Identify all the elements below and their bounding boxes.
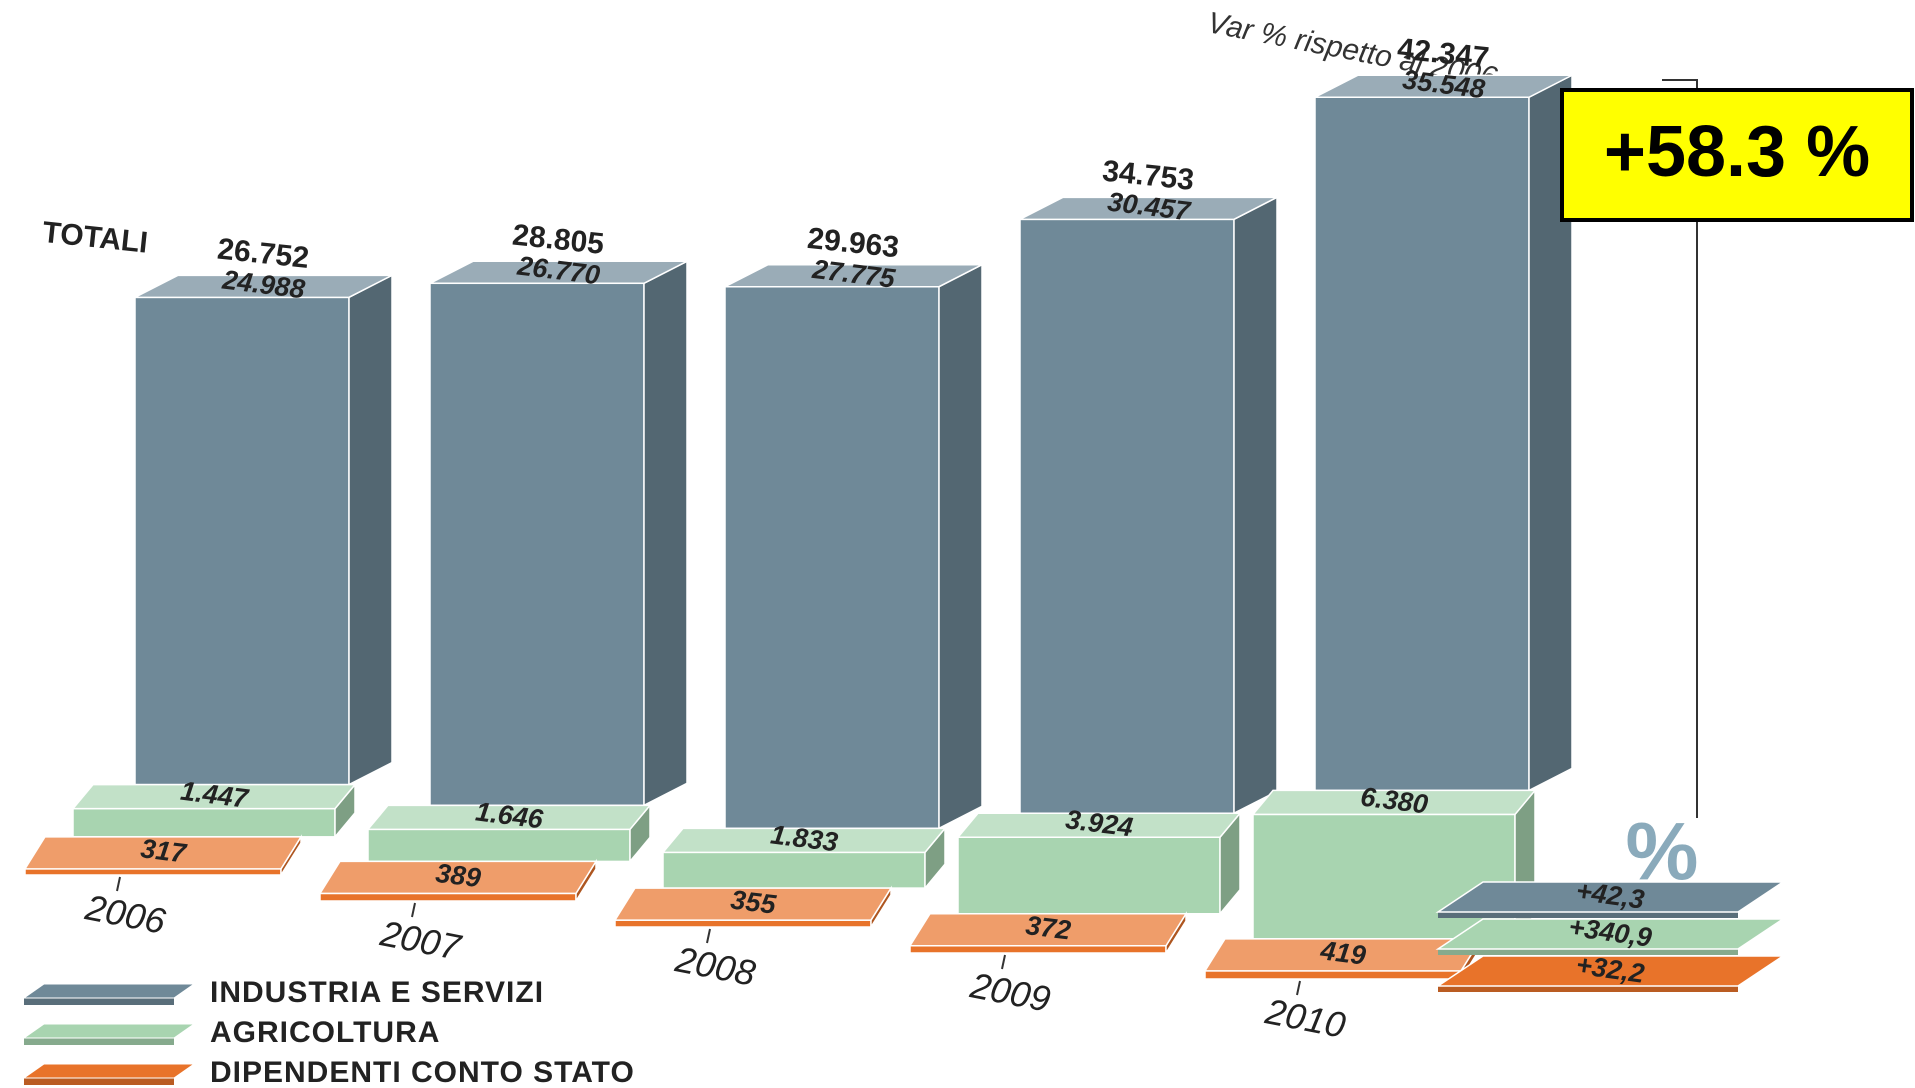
industria-bar-top xyxy=(724,263,983,288)
industria-bar-top xyxy=(134,274,393,299)
agricoltura-bar-front xyxy=(1252,813,1516,940)
year-tick xyxy=(1001,954,1006,970)
change-slab-front xyxy=(1438,949,1738,955)
value-label: 389 xyxy=(434,858,482,893)
industria-bar-side xyxy=(1233,196,1278,815)
change-slab xyxy=(1435,881,1786,913)
value-label: 317 xyxy=(139,833,189,869)
year-tick xyxy=(411,902,416,918)
year-tick xyxy=(116,876,121,892)
change-slab-front xyxy=(1438,912,1738,918)
highlight-box xyxy=(1560,88,1914,222)
agricoltura-bar-front xyxy=(957,836,1221,915)
change-slab xyxy=(1435,955,1786,987)
agricoltura-bar-top xyxy=(366,804,652,831)
change-slab xyxy=(1435,918,1786,950)
agricoltura-bar-front xyxy=(662,851,926,889)
totals-label: TOTALI xyxy=(41,216,149,260)
industria-bar-top xyxy=(429,260,688,285)
highlight-label: +58.3 % xyxy=(1604,112,1870,192)
legend-swatch xyxy=(22,983,196,999)
change-bracket xyxy=(1662,79,1698,818)
change-slab-front xyxy=(1438,986,1738,992)
legend-label: DIPENDENTI CONTO STATO xyxy=(210,1056,635,1088)
x-tick-label: 2010 xyxy=(1261,990,1348,1046)
industria-bar-side xyxy=(348,274,393,786)
legend-label: AGRICOLTURA xyxy=(210,1016,440,1049)
value-label: 372 xyxy=(1024,910,1072,945)
industria-bar-top xyxy=(1019,196,1278,221)
dipendenti-bar-top xyxy=(23,836,303,870)
dipendenti-bar-front xyxy=(909,944,1167,954)
dipendenti-bar-front xyxy=(1204,970,1462,980)
industria-bar-front xyxy=(134,296,350,786)
legend-swatch-front xyxy=(24,1078,174,1085)
year-tick xyxy=(706,928,711,944)
legend-swatch xyxy=(22,1023,196,1039)
legend-swatch xyxy=(22,1063,196,1079)
industria-bar-side xyxy=(643,260,688,807)
x-tick-label: 2009 xyxy=(966,964,1053,1020)
dipendenti-bar-front xyxy=(614,919,872,928)
agricoltura-bar-top xyxy=(661,827,947,854)
industria-bar-front xyxy=(429,282,645,807)
industria-bar-top xyxy=(1314,74,1573,98)
agricoltura-bar-front xyxy=(72,807,336,838)
x-tick-label: 2008 xyxy=(671,938,758,994)
year-tick xyxy=(1296,980,1301,996)
industria-bar-front xyxy=(1314,96,1530,792)
value-label: 355 xyxy=(729,885,778,920)
agricoltura-bar-front xyxy=(367,828,631,863)
value-label: 419 xyxy=(1318,935,1367,970)
dipendenti-bar-top xyxy=(318,860,598,895)
dipendenti-bar-front xyxy=(319,892,577,902)
legend-label: INDUSTRIA E SERVIZI xyxy=(210,976,544,1009)
x-tick-label: 2006 xyxy=(81,886,169,942)
agricoltura-bar-top xyxy=(956,812,1242,838)
dipendenti-bar-top xyxy=(908,912,1188,947)
industria-bar-front xyxy=(1019,218,1235,814)
industria-bar-side xyxy=(938,263,983,830)
agricoltura-bar-top xyxy=(1251,789,1537,816)
dipendenti-bar-top xyxy=(613,887,893,921)
x-tick-label: 2007 xyxy=(376,912,465,968)
industria-bar-front xyxy=(724,285,940,830)
legend-swatch-front xyxy=(24,998,174,1005)
legend-swatch-front xyxy=(24,1038,174,1045)
dipendenti-bar-front xyxy=(24,868,282,876)
agricoltura-bar-top xyxy=(71,783,357,810)
